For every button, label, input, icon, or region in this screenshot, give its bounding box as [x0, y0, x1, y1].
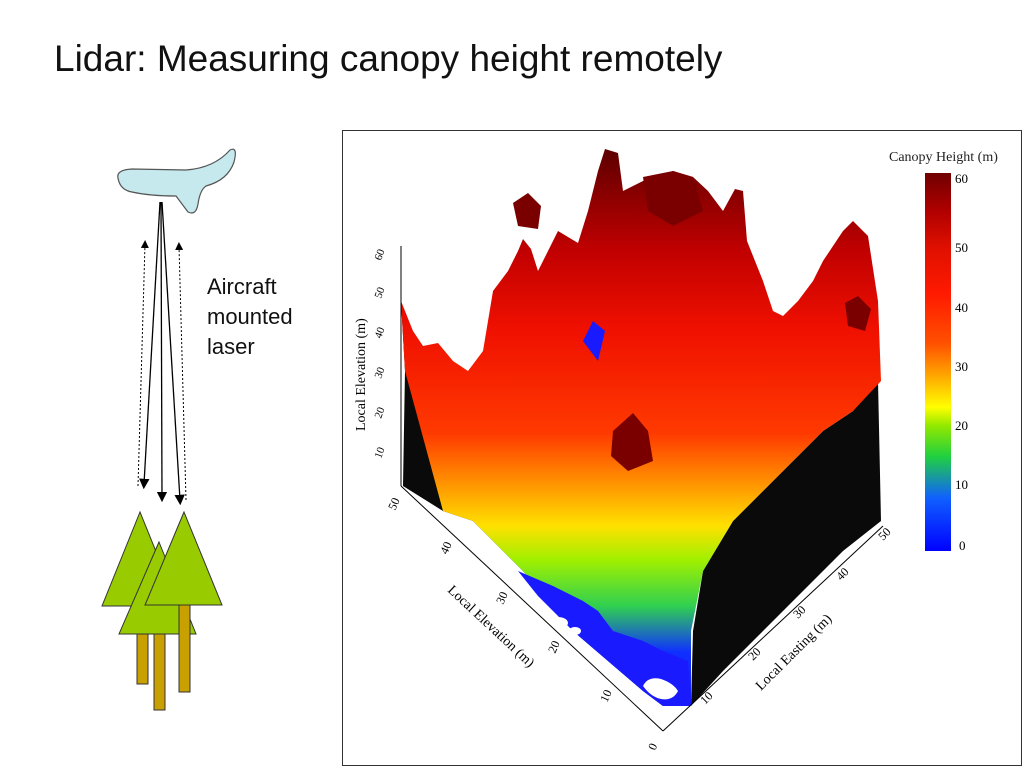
left-base-tick-label: 50 [385, 495, 403, 512]
left-base-tick-label: 40 [437, 539, 455, 556]
canopy-surface-plot: 10 20 30 40 50 60 Local Elevation (m) 0 … [354, 149, 998, 752]
colorbar-tick-label: 20 [955, 418, 968, 433]
colorbar [925, 173, 951, 551]
z-tick-label: 10 [373, 445, 388, 460]
lidar-illustration [101, 148, 236, 711]
slide-title: Lidar: Measuring canopy height remotely [54, 38, 723, 79]
caption-line: mounted [207, 304, 293, 329]
right-base-tick-label: 20 [745, 645, 763, 663]
aircraft-icon [117, 148, 236, 214]
canopy-peak [513, 193, 541, 229]
vertical-axis-ticks: 10 20 30 40 50 60 [373, 247, 388, 460]
canopy-peak [643, 171, 703, 226]
laser-pulse-beam [156, 201, 168, 503]
colorbar-ticks: 0 10 20 30 40 50 60 [955, 171, 968, 553]
left-base-tick-label: 30 [493, 589, 511, 606]
colorbar-tick-label: 40 [955, 300, 968, 315]
left-base-ticks: 0 10 20 30 40 50 [385, 495, 660, 752]
laser-caption: Aircraft mounted laser [207, 272, 293, 362]
right-base-tick-label: 30 [790, 603, 808, 621]
laser-pulse-beam [161, 201, 185, 506]
left-base-axis-label: Local Elevation (m) [444, 583, 537, 671]
canopy-peak [611, 413, 653, 471]
right-base-tick-label: 50 [875, 525, 893, 543]
left-base-axis [400, 485, 664, 732]
z-axis-label: Local Elevation (m) [354, 318, 369, 431]
laser-beams [137, 201, 187, 506]
z-tick-label: 50 [373, 285, 388, 300]
caption-line: laser [207, 334, 255, 359]
surface-right-side [691, 381, 881, 706]
tree-icon [144, 510, 223, 693]
left-base-tick-label: 20 [545, 638, 563, 655]
z-tick-label: 30 [373, 365, 388, 380]
no-data-patch [643, 678, 678, 700]
laser-pulse-beam [139, 201, 161, 490]
left-base-tick-label: 0 [645, 741, 660, 752]
canopy-valley-floor [583, 321, 605, 361]
colorbar-tick-label: 60 [955, 171, 968, 186]
laser-return-beam [137, 240, 149, 487]
right-base-axis [662, 525, 884, 732]
left-base-tick-label: 10 [597, 687, 615, 704]
colorbar-tick-label: 0 [959, 538, 966, 553]
canopy-height-figure: 10 20 30 40 50 60 Local Elevation (m) 0 … [342, 130, 1022, 766]
z-tick-label: 40 [373, 325, 388, 340]
z-tick-label: 60 [373, 247, 388, 262]
canopy-peak [845, 296, 871, 331]
colorbar-title: Canopy Height (m) [889, 150, 998, 165]
colorbar-tick-label: 50 [955, 240, 968, 255]
colorbar-tick-label: 30 [955, 359, 968, 374]
laser-return-beam [175, 242, 187, 501]
right-base-tick-label: 40 [833, 565, 851, 583]
colorbar-tick-label: 10 [955, 477, 968, 492]
no-data-patch [548, 617, 568, 629]
canopy-valley-floor [518, 571, 691, 706]
z-tick-label: 20 [373, 405, 388, 420]
caption-line: Aircraft [207, 274, 277, 299]
no-data-patch [569, 627, 581, 635]
